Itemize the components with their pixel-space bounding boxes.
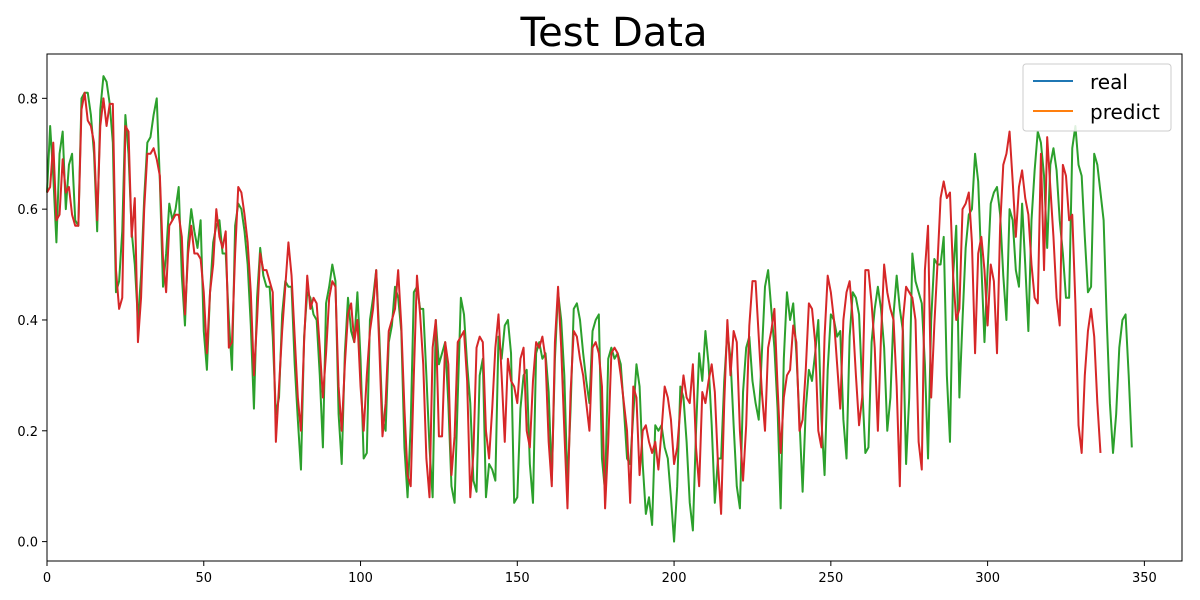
y-tick-label: 0.0 <box>17 536 38 551</box>
legend-label-predict: predict <box>1090 100 1160 124</box>
x-tick-label: 150 <box>505 571 530 586</box>
axes-frame <box>46 53 1183 562</box>
chart-title: Test Data <box>520 10 708 56</box>
axes: 0 50 100 150 200 250 300 350 0.0 0.2 0.4 0.6 0.8 <box>17 53 1183 586</box>
y-tick-label: 0.8 <box>17 92 38 107</box>
x-tick-label: 50 <box>195 571 212 586</box>
legend: real predict <box>1022 63 1172 132</box>
legend-label-real: real <box>1090 70 1128 94</box>
series-line-predict <box>46 91 1102 515</box>
x-tick-label: 250 <box>818 571 843 586</box>
y-tick-label: 0.6 <box>17 203 38 218</box>
x-tick-label: 100 <box>348 571 373 586</box>
x-tick-label: 350 <box>1132 571 1157 586</box>
plot-area <box>46 75 1133 543</box>
y-tick-label: 0.4 <box>17 314 38 329</box>
y-tick-label: 0.2 <box>17 425 38 440</box>
x-tick-label: 200 <box>662 571 687 586</box>
x-tick-label: 0 <box>43 571 51 586</box>
x-tick-label: 300 <box>975 571 1000 586</box>
